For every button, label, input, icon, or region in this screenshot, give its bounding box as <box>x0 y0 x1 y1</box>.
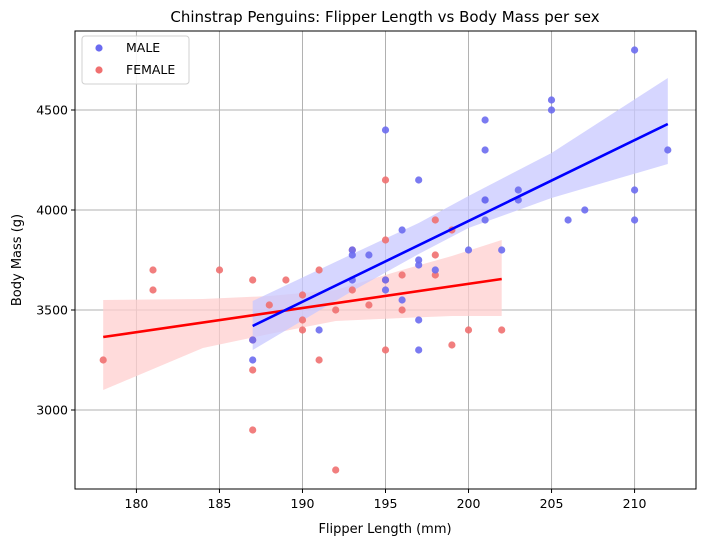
x-tick-label: 200 <box>457 496 481 511</box>
point-female <box>381 346 390 354</box>
point-male <box>581 206 589 214</box>
point-female <box>431 216 439 224</box>
point-female <box>298 326 307 334</box>
point-female <box>431 251 439 259</box>
axis-ticks: 180 185 190 195 200 205 210 3000 3500 4000 4500 <box>36 103 646 512</box>
y-tick-label: 3500 <box>36 303 68 318</box>
point-female <box>498 326 506 334</box>
point-male <box>481 216 489 224</box>
point-female <box>265 301 273 309</box>
point-male <box>464 246 473 254</box>
point-male <box>415 176 423 184</box>
point-female <box>315 266 323 274</box>
x-tick-label: 185 <box>208 496 232 511</box>
x-tick-label: 205 <box>540 496 564 511</box>
point-female <box>348 286 356 294</box>
point-male <box>631 216 639 224</box>
regression-lines <box>103 122 669 339</box>
point-male <box>398 226 406 234</box>
point-male <box>631 186 639 194</box>
point-female <box>431 271 439 279</box>
x-tick-label: 210 <box>623 496 647 511</box>
point-male <box>481 196 489 204</box>
legend-marker-male <box>95 44 103 52</box>
point-female <box>332 466 340 474</box>
point-male <box>514 186 522 194</box>
point-male <box>498 246 506 254</box>
point-female <box>298 291 307 299</box>
y-tick-label: 3000 <box>36 403 68 418</box>
point-male <box>431 266 439 274</box>
point-male <box>415 256 423 264</box>
point-male <box>415 316 423 324</box>
point-male <box>381 286 390 294</box>
legend-box <box>81 35 190 85</box>
point-male <box>415 261 423 269</box>
x-tick-label: 195 <box>374 496 398 511</box>
confidence-band-male <box>252 78 668 350</box>
point-female <box>332 306 340 314</box>
point-female <box>249 276 257 284</box>
point-male <box>348 251 356 259</box>
y-axis-label: Body Mass (g) <box>10 214 25 306</box>
point-male <box>315 326 323 334</box>
point-female <box>315 356 323 364</box>
point-female <box>149 266 157 274</box>
regression-line-male <box>252 122 669 328</box>
x-tick-label: 190 <box>291 496 315 511</box>
point-male <box>564 216 572 224</box>
regression-line-female <box>103 277 502 339</box>
data-points <box>99 46 672 474</box>
point-male <box>547 96 556 104</box>
point-female <box>464 326 473 334</box>
point-female <box>448 341 456 349</box>
point-male <box>481 146 489 154</box>
point-female <box>149 286 157 294</box>
point-female <box>99 356 107 364</box>
point-male <box>381 276 390 284</box>
point-male <box>481 116 489 124</box>
legend-marker-female <box>95 66 103 74</box>
y-tick-label: 4500 <box>36 103 68 118</box>
point-female <box>365 301 373 309</box>
point-female <box>381 236 390 244</box>
point-female <box>381 176 390 184</box>
y-tick-label: 4000 <box>36 203 68 218</box>
point-male <box>381 126 390 134</box>
point-male <box>398 296 406 304</box>
legend: MALE FEMALE <box>81 35 190 85</box>
legend-label-female: FEMALE <box>126 62 175 77</box>
point-male <box>365 251 373 259</box>
chart-title: Chinstrap Penguins: Flipper Length vs Bo… <box>170 8 599 26</box>
point-female <box>298 316 307 324</box>
point-male <box>249 336 257 344</box>
point-female <box>282 276 290 284</box>
point-female <box>249 426 257 434</box>
legend-label-male: MALE <box>126 40 160 55</box>
point-male <box>348 246 356 254</box>
x-axis-label: Flipper Length (mm) <box>318 522 451 537</box>
point-female <box>249 366 257 374</box>
point-male <box>415 346 423 354</box>
point-male <box>664 146 672 154</box>
point-male <box>249 356 257 364</box>
point-female <box>398 271 406 279</box>
point-male <box>547 106 556 114</box>
plot-area: 180 185 190 195 200 205 210 3000 3500 4000 4500 <box>36 30 697 512</box>
point-female <box>215 266 224 274</box>
point-male <box>631 46 639 54</box>
x-tick-label: 180 <box>125 496 149 511</box>
point-female <box>398 306 406 314</box>
